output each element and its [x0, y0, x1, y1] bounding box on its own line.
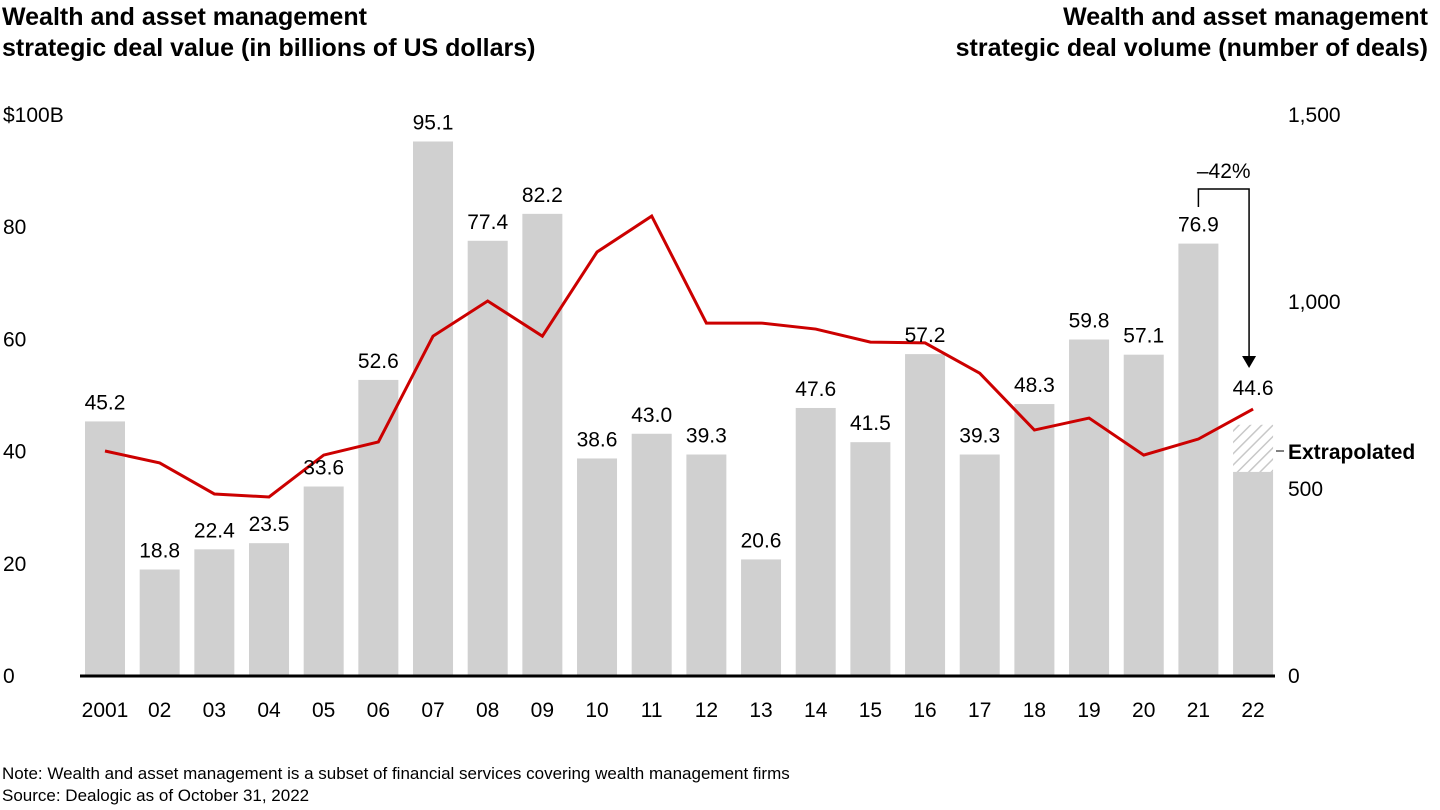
bar-value-label: 18.8	[139, 540, 180, 563]
bar-value-label: 39.3	[686, 425, 727, 448]
bar-value-label: 41.5	[850, 412, 891, 435]
bar	[522, 213, 563, 675]
left-axis-title: Wealth and asset management strategic dea…	[2, 3, 536, 62]
bar	[905, 354, 946, 675]
right-y-tick-label: 1,500	[1288, 104, 1341, 127]
bar	[795, 407, 836, 675]
extrapolated-label: Extrapolated	[1288, 441, 1415, 464]
bar-value-label: 59.8	[1069, 310, 1110, 333]
change-bracket	[1197, 188, 1250, 358]
bar	[1069, 339, 1110, 675]
bar	[686, 454, 727, 675]
bar	[741, 559, 782, 675]
bar-value-label: 48.3	[1014, 374, 1055, 397]
x-tick-label: 17	[968, 699, 991, 722]
x-tick-label: 18	[1023, 699, 1046, 722]
footnote: Note: Wealth and asset management is a s…	[2, 764, 790, 783]
bar	[85, 421, 125, 675]
bar	[413, 141, 454, 675]
left-y-tick-label: 40	[3, 441, 26, 464]
x-tick-label: 20	[1132, 699, 1155, 722]
arrow-head-icon	[1242, 356, 1257, 368]
bar	[139, 569, 180, 675]
bar	[194, 549, 235, 675]
right-axis-title: Wealth and asset management strategic dea…	[955, 3, 1428, 62]
bar-value-label: 76.9	[1178, 214, 1219, 237]
left-y-tick-label: 60	[3, 328, 26, 351]
left-y-tick-label: 0	[3, 665, 15, 688]
left-y-tick-label: $100B	[3, 104, 64, 127]
bar	[249, 543, 290, 675]
bar	[1178, 243, 1219, 675]
bar-value-label: 82.2	[522, 184, 563, 207]
bar-value-label: 44.6	[1233, 377, 1274, 400]
x-tick-label: 2001	[82, 699, 129, 722]
x-tick-label: 10	[585, 699, 608, 722]
x-tick-label: 14	[804, 699, 828, 722]
bar-value-label: 38.6	[577, 428, 618, 451]
bar-value-label: 22.4	[194, 519, 235, 542]
bar	[303, 486, 344, 675]
bar	[1123, 354, 1164, 675]
x-tick-label: 07	[421, 699, 444, 722]
bar-value-label: 57.1	[1123, 325, 1164, 348]
bar-value-label: 23.5	[249, 513, 290, 536]
bar	[850, 442, 891, 675]
bar-extrapolated	[1233, 424, 1274, 472]
x-tick-label: 11	[641, 699, 663, 722]
x-tick-label: 03	[203, 699, 226, 722]
x-tick-label: 05	[312, 699, 335, 722]
bar	[1014, 404, 1055, 675]
bar	[631, 433, 672, 675]
x-tick-label: 15	[859, 699, 882, 722]
x-tick-label: 19	[1077, 699, 1100, 722]
left-y-tick-label: 20	[3, 553, 26, 576]
bar-value-label: 57.2	[905, 324, 946, 347]
x-tick-label: 02	[148, 699, 171, 722]
bar-value-label: 45.2	[85, 391, 126, 414]
left-y-tick-label: 80	[3, 216, 26, 239]
right-y-tick-label: 0	[1288, 665, 1300, 688]
bar	[1233, 471, 1274, 675]
bar	[358, 379, 399, 675]
bar-value-label: 20.6	[741, 529, 782, 552]
x-tick-label: 13	[749, 699, 772, 722]
bar-value-label: 33.6	[303, 457, 344, 480]
x-tick-label: 21	[1187, 699, 1210, 722]
x-tick-label: 12	[695, 699, 718, 722]
bar	[959, 454, 1000, 675]
x-tick-label: 16	[913, 699, 936, 722]
x-tick-label: 06	[367, 699, 390, 722]
bar-value-label: 47.6	[795, 378, 836, 401]
deal-volume-line	[104, 213, 1254, 499]
x-tick-label: 22	[1241, 699, 1264, 722]
bar-value-label: 52.6	[358, 350, 399, 373]
right-y-tick-label: 1,000	[1288, 291, 1341, 314]
bar	[467, 240, 508, 675]
right-y-tick-label: 500	[1288, 478, 1323, 501]
bar	[577, 458, 618, 675]
x-tick-label: 09	[531, 699, 554, 722]
source-note: Source: Dealogic as of October 31, 2022	[2, 786, 310, 805]
x-tick-label: 04	[257, 699, 281, 722]
bar-value-label: 95.1	[413, 111, 454, 134]
bar-value-label: 77.4	[467, 211, 508, 234]
change-label: –42%	[1197, 160, 1251, 183]
bar-value-label: 43.0	[631, 404, 672, 427]
x-tick-label: 08	[476, 699, 499, 722]
bar-value-label: 39.3	[959, 425, 1000, 448]
